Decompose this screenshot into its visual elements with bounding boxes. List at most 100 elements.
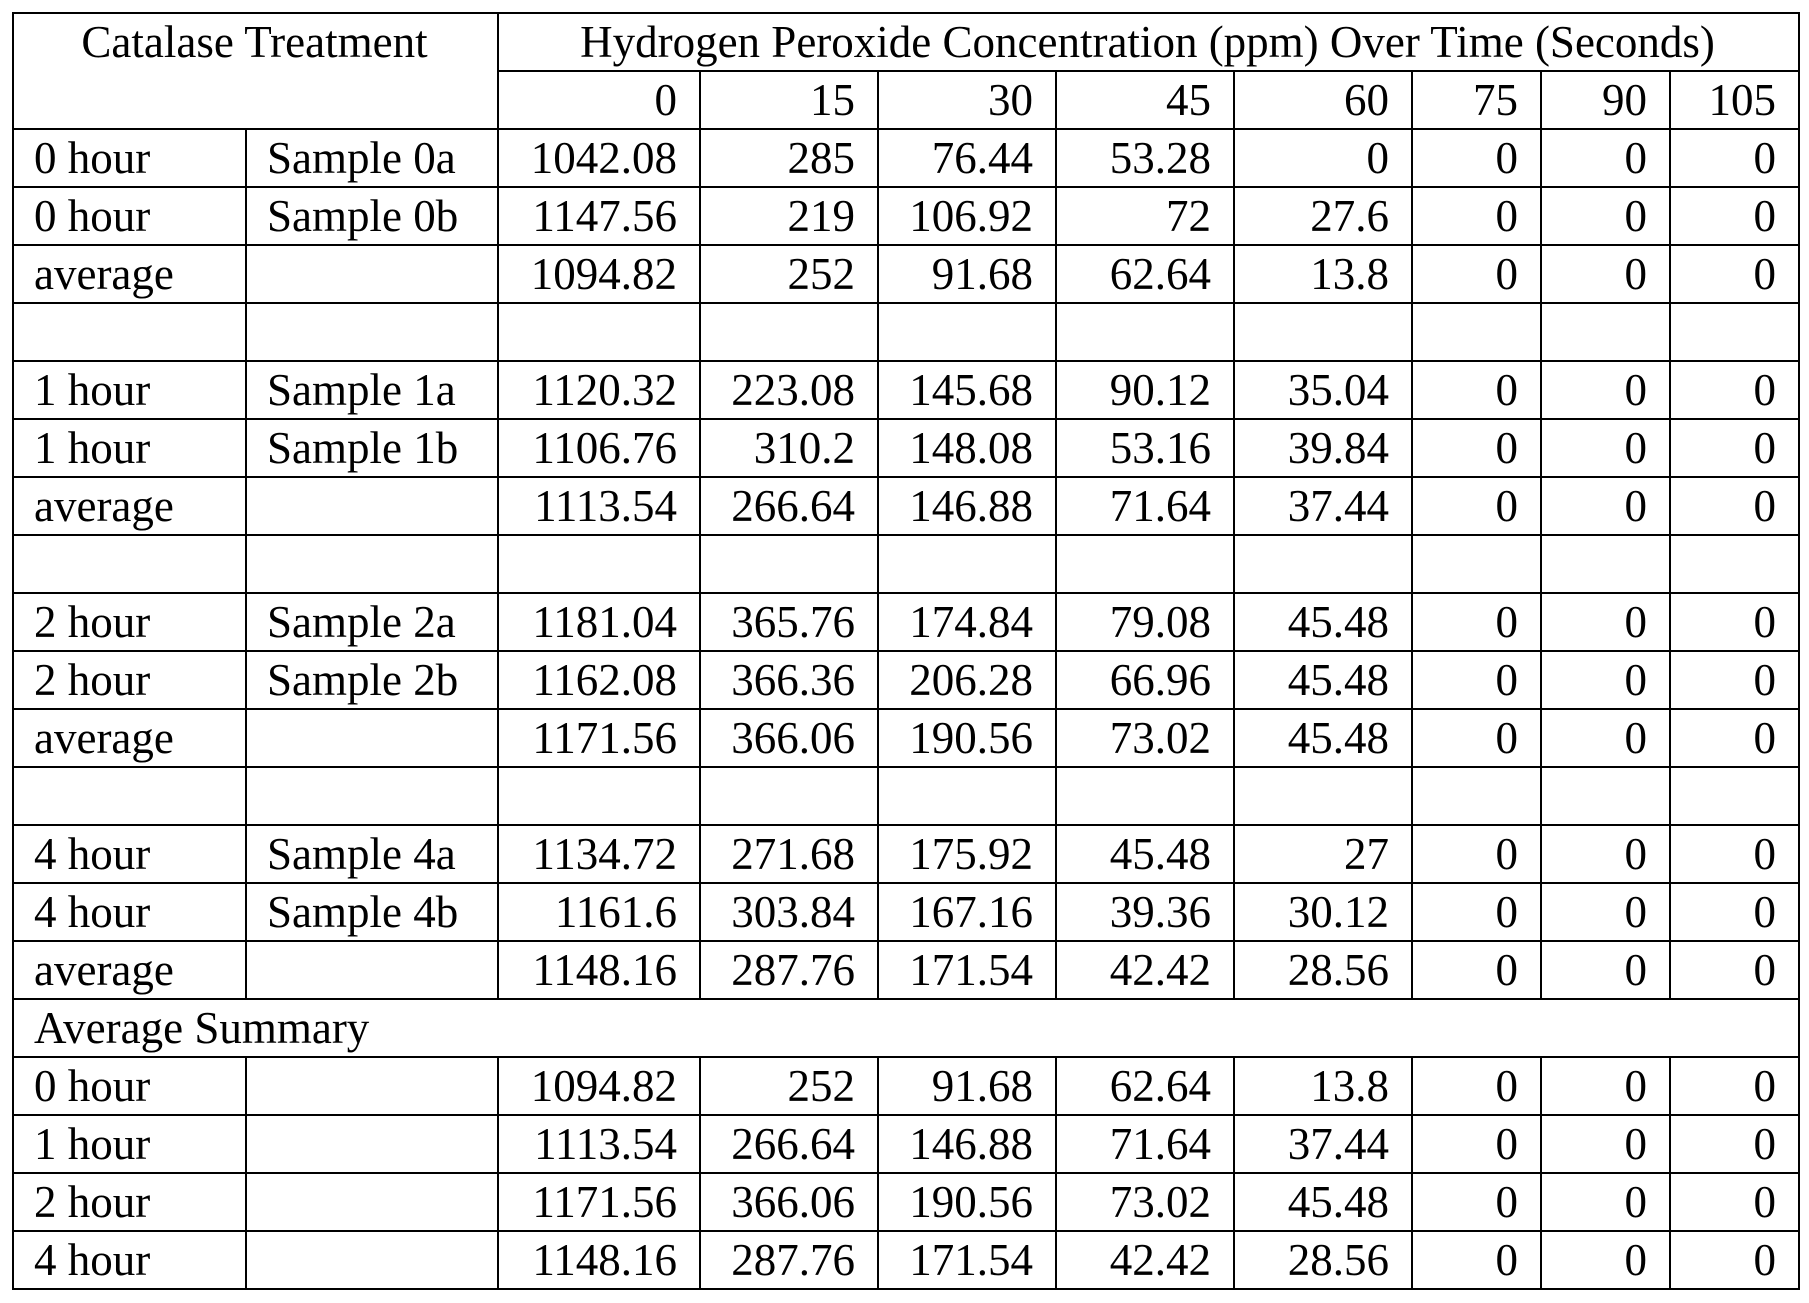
table-row: 4 hour1148.16287.76171.5442.4228.56000 (13, 1231, 1799, 1289)
blank-cell (878, 767, 1056, 825)
value-cell: 42.42 (1056, 1231, 1234, 1289)
value-cell: 266.64 (700, 477, 878, 535)
blank-cell (246, 767, 498, 825)
value-cell: 1147.56 (498, 187, 700, 245)
blank-cell (1412, 767, 1541, 825)
treatment-cell: 4 hour (13, 825, 246, 883)
value-cell: 0 (1670, 245, 1799, 303)
value-cell: 1094.82 (498, 1057, 700, 1115)
sample-cell: Sample 4b (246, 883, 498, 941)
sample-cell (246, 1231, 498, 1289)
value-cell: 13.8 (1234, 1057, 1412, 1115)
blank-cell (700, 767, 878, 825)
blank-row (13, 303, 1799, 361)
table-row: 2 hourSample 2b1162.08366.36206.2866.964… (13, 651, 1799, 709)
value-cell: 0 (1412, 361, 1541, 419)
header-row-titles: Catalase Treatment Hydrogen Peroxide Con… (13, 13, 1799, 71)
value-cell: 190.56 (878, 1173, 1056, 1231)
value-cell: 1148.16 (498, 1231, 700, 1289)
blank-cell (700, 303, 878, 361)
value-cell: 72 (1056, 187, 1234, 245)
value-cell: 287.76 (700, 1231, 878, 1289)
blank-cell (498, 767, 700, 825)
value-cell: 366.36 (700, 651, 878, 709)
value-cell: 73.02 (1056, 1173, 1234, 1231)
blank-row (13, 767, 1799, 825)
value-cell: 271.68 (700, 825, 878, 883)
value-cell: 148.08 (878, 419, 1056, 477)
value-cell: 0 (1541, 1231, 1670, 1289)
value-cell: 252 (700, 1057, 878, 1115)
value-cell: 223.08 (700, 361, 878, 419)
treatment-cell: 1 hour (13, 361, 246, 419)
value-cell: 0 (1412, 245, 1541, 303)
value-cell: 366.06 (700, 1173, 878, 1231)
sample-cell (246, 1173, 498, 1231)
sample-cell (246, 1057, 498, 1115)
blank-cell (1056, 767, 1234, 825)
value-cell: 1120.32 (498, 361, 700, 419)
table-row: 1 hourSample 1a1120.32223.08145.6890.123… (13, 361, 1799, 419)
value-cell: 310.2 (700, 419, 878, 477)
value-cell: 171.54 (878, 941, 1056, 999)
sample-cell: Sample 1a (246, 361, 498, 419)
time-point-header: 45 (1056, 71, 1234, 129)
table-row: average1148.16287.76171.5442.4228.56000 (13, 941, 1799, 999)
value-cell: 76.44 (878, 129, 1056, 187)
value-cell: 91.68 (878, 1057, 1056, 1115)
value-cell: 1162.08 (498, 651, 700, 709)
value-cell: 0 (1541, 245, 1670, 303)
treatment-cell: average (13, 245, 246, 303)
value-cell: 0 (1412, 1057, 1541, 1115)
value-cell: 90.12 (1056, 361, 1234, 419)
value-cell: 0 (1670, 1173, 1799, 1231)
time-point-header: 75 (1412, 71, 1541, 129)
value-cell: 0 (1541, 1115, 1670, 1173)
table-row: 4 hourSample 4a1134.72271.68175.9245.482… (13, 825, 1799, 883)
treatment-cell: 2 hour (13, 1173, 246, 1231)
value-cell: 71.64 (1056, 1115, 1234, 1173)
sample-cell (246, 245, 498, 303)
blank-cell (1670, 767, 1799, 825)
table-row: average1094.8225291.6862.6413.8000 (13, 245, 1799, 303)
value-cell: 45.48 (1234, 1173, 1412, 1231)
table-row: 2 hourSample 2a1181.04365.76174.8479.084… (13, 593, 1799, 651)
treatment-cell: 4 hour (13, 883, 246, 941)
blank-cell (1412, 303, 1541, 361)
table-row: average1171.56366.06190.5673.0245.48000 (13, 709, 1799, 767)
value-cell: 0 (1670, 1057, 1799, 1115)
treatment-cell: 0 hour (13, 129, 246, 187)
value-cell: 0 (1670, 129, 1799, 187)
value-cell: 0 (1412, 1115, 1541, 1173)
value-cell: 366.06 (700, 709, 878, 767)
sample-cell (246, 477, 498, 535)
value-cell: 1042.08 (498, 129, 700, 187)
sample-cell (246, 1115, 498, 1173)
value-cell: 206.28 (878, 651, 1056, 709)
value-cell: 0 (1670, 941, 1799, 999)
value-cell: 37.44 (1234, 1115, 1412, 1173)
value-cell: 219 (700, 187, 878, 245)
value-cell: 1171.56 (498, 709, 700, 767)
value-cell: 0 (1541, 651, 1670, 709)
value-cell: 1106.76 (498, 419, 700, 477)
blank-cell (700, 535, 878, 593)
value-cell: 0 (1541, 709, 1670, 767)
value-cell: 0 (1541, 129, 1670, 187)
value-cell: 266.64 (700, 1115, 878, 1173)
treatment-cell: average (13, 709, 246, 767)
value-cell: 1171.56 (498, 1173, 700, 1231)
value-cell: 71.64 (1056, 477, 1234, 535)
treatment-cell: average (13, 477, 246, 535)
value-cell: 1094.82 (498, 245, 700, 303)
treatment-cell: 0 hour (13, 1057, 246, 1115)
value-cell: 0 (1412, 883, 1541, 941)
value-cell: 30.12 (1234, 883, 1412, 941)
data-table-container: Catalase Treatment Hydrogen Peroxide Con… (12, 12, 1800, 1290)
blank-cell (498, 535, 700, 593)
value-cell: 45.48 (1234, 651, 1412, 709)
table-row: average1113.54266.64146.8871.6437.44000 (13, 477, 1799, 535)
average-summary-title: Average Summary (13, 999, 1799, 1057)
value-cell: 0 (1541, 883, 1670, 941)
value-cell: 167.16 (878, 883, 1056, 941)
